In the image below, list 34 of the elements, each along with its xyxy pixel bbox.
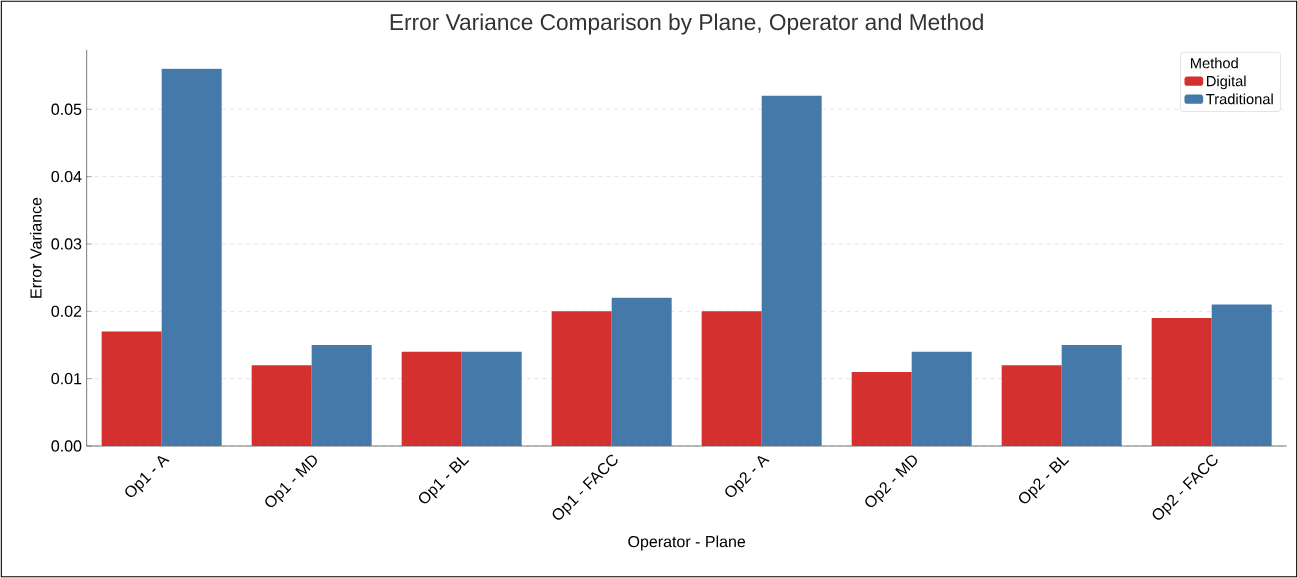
x-tick-label: Op2 - BL <box>1019 457 1070 504</box>
y-tick-label: 0.04 <box>51 170 82 183</box>
bar <box>1061 344 1122 446</box>
bar <box>701 311 762 446</box>
bar <box>161 68 222 446</box>
bar <box>311 344 372 446</box>
bar <box>101 331 162 446</box>
bar <box>251 365 312 446</box>
x-tick-label: Op2 - A <box>725 455 770 498</box>
y-tick-label: 0.00 <box>51 440 82 452</box>
bar <box>1001 365 1062 446</box>
y-tick-label: 0.01 <box>51 372 82 385</box>
bar <box>551 311 612 446</box>
y-tick-label: 0.02 <box>51 305 82 317</box>
bar <box>1151 318 1212 446</box>
bar <box>461 351 522 446</box>
bar <box>611 297 672 446</box>
x-tick-label: Op2 - MD <box>865 455 917 508</box>
legend-label: Digital <box>1207 75 1246 90</box>
bar <box>401 351 462 446</box>
y-axis-title: Error Variance <box>29 197 42 298</box>
legend-label: Traditional <box>1206 93 1273 105</box>
y-tick-label: 0.03 <box>51 238 82 250</box>
x-axis-title: Operator - Plane <box>628 535 746 551</box>
chart-title: Error Variance Comparison by Plane, Operator and Method <box>390 13 983 35</box>
y-tick-label: 0.05 <box>51 103 82 115</box>
bar <box>851 371 912 446</box>
bar <box>761 95 822 446</box>
bar <box>1211 304 1272 446</box>
x-tick-label: Op1 - A <box>125 455 170 498</box>
x-tick-label: Op1 - MD <box>265 455 317 508</box>
legend-title: Method <box>1191 57 1238 69</box>
bar <box>911 351 972 446</box>
x-tick-label: Op1 - BL <box>419 457 470 504</box>
